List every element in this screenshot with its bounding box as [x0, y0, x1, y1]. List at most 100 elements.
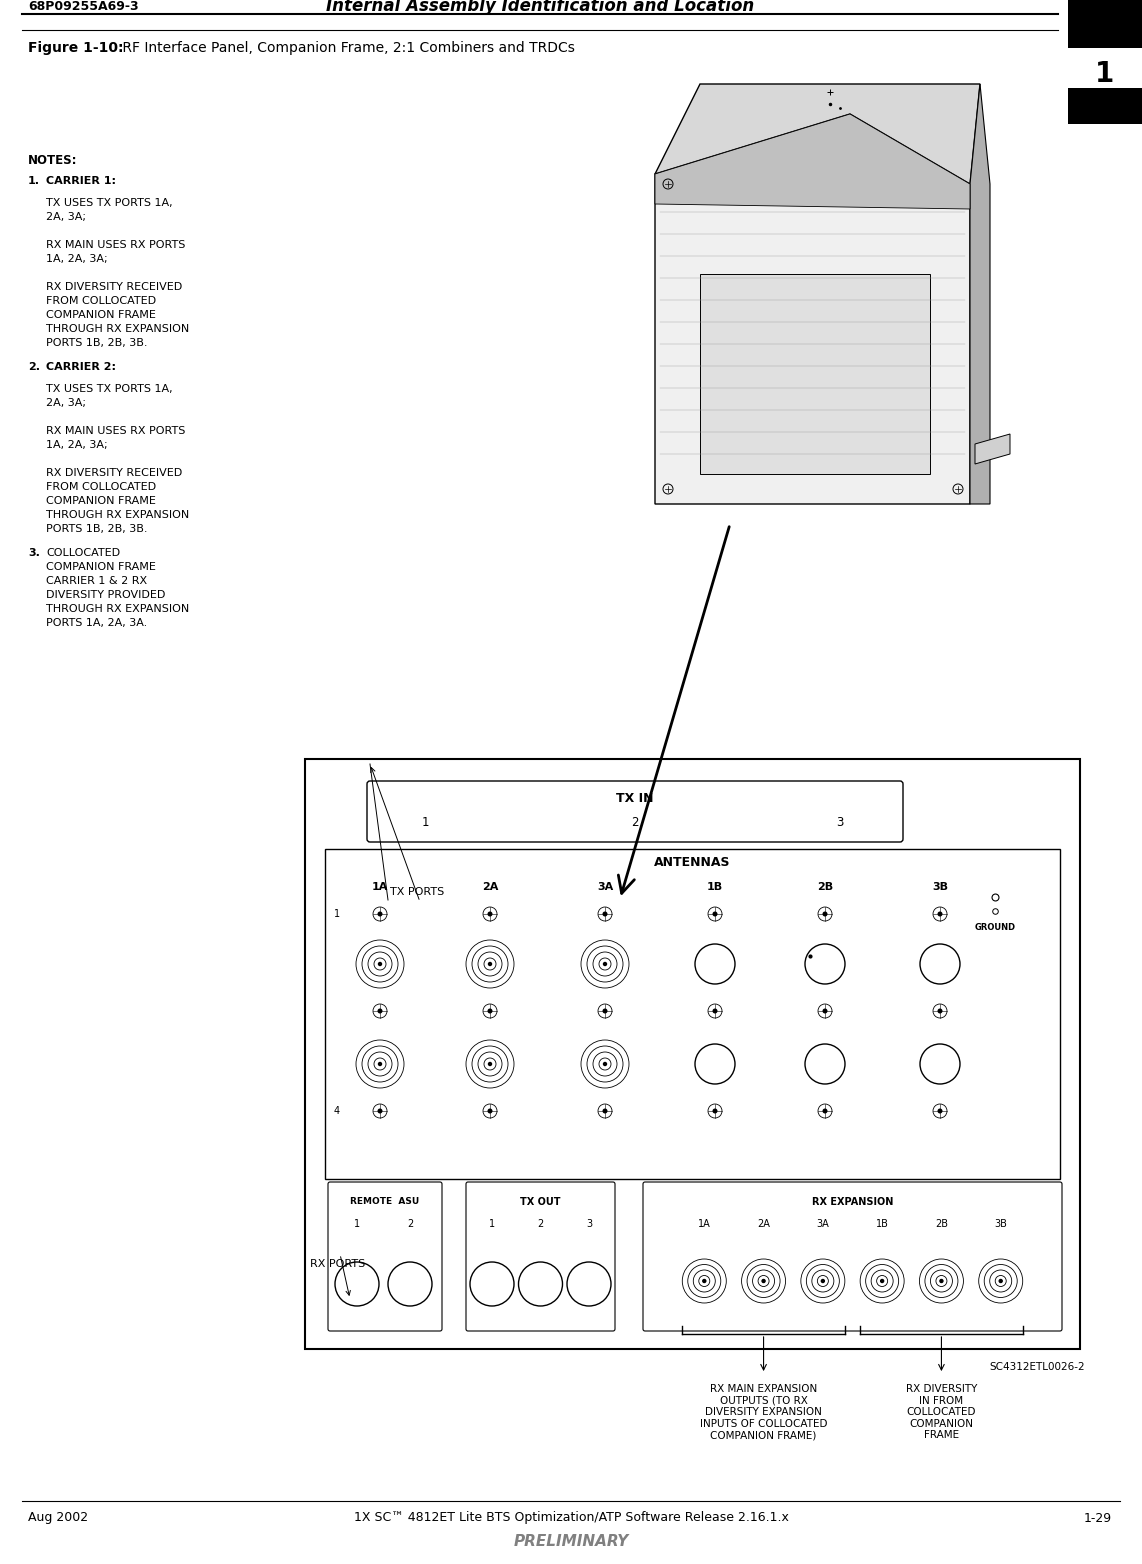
Circle shape	[489, 1062, 491, 1065]
Circle shape	[939, 1109, 942, 1114]
Text: Figure 1-10:: Figure 1-10:	[29, 41, 123, 55]
Circle shape	[940, 1279, 943, 1282]
Circle shape	[939, 1009, 942, 1013]
Text: THROUGH RX EXPANSION: THROUGH RX EXPANSION	[46, 510, 190, 519]
Text: TX PORTS: TX PORTS	[391, 887, 444, 898]
Circle shape	[823, 1109, 827, 1114]
Text: 1A, 2A, 3A;: 1A, 2A, 3A;	[46, 253, 107, 264]
Text: 1-29: 1-29	[1084, 1511, 1112, 1525]
Bar	[1068, 88, 1142, 124]
Bar	[305, 759, 1080, 1350]
Polygon shape	[656, 114, 970, 210]
Text: 1.: 1.	[29, 177, 40, 186]
Text: Aug 2002: Aug 2002	[29, 1511, 88, 1525]
Text: RX MAIN USES RX PORTS: RX MAIN USES RX PORTS	[46, 425, 185, 436]
Circle shape	[378, 1109, 381, 1114]
Text: 2: 2	[632, 815, 638, 829]
Text: 1: 1	[489, 1218, 496, 1229]
Text: TX USES TX PORTS 1A,: TX USES TX PORTS 1A,	[46, 199, 172, 208]
Circle shape	[999, 1279, 1003, 1282]
Circle shape	[378, 1009, 381, 1013]
Text: 3A: 3A	[597, 882, 613, 891]
Text: 1: 1	[333, 909, 340, 920]
Circle shape	[714, 1109, 717, 1114]
Text: 3: 3	[586, 1218, 592, 1229]
Text: COMPANION FRAME: COMPANION FRAME	[46, 496, 155, 507]
Text: 2A, 3A;: 2A, 3A;	[46, 213, 86, 222]
Text: 3B: 3B	[995, 1218, 1007, 1229]
Text: 3B: 3B	[932, 882, 948, 891]
FancyBboxPatch shape	[643, 1182, 1062, 1331]
Circle shape	[378, 912, 381, 917]
Text: THROUGH RX EXPANSION: THROUGH RX EXPANSION	[46, 604, 190, 615]
Text: 3A: 3A	[817, 1218, 829, 1229]
Text: RX MAIN USES RX PORTS: RX MAIN USES RX PORTS	[46, 239, 185, 250]
FancyBboxPatch shape	[962, 918, 1029, 938]
Text: FROM COLLOCATED: FROM COLLOCATED	[46, 296, 156, 307]
Text: 2: 2	[407, 1218, 413, 1229]
Text: 1A: 1A	[698, 1218, 710, 1229]
Circle shape	[603, 1009, 606, 1013]
Text: REMOTE  ASU: REMOTE ASU	[351, 1198, 419, 1206]
Text: 2A: 2A	[757, 1218, 770, 1229]
Circle shape	[702, 1279, 706, 1282]
Circle shape	[823, 912, 827, 917]
Polygon shape	[656, 114, 970, 504]
Text: TX USES TX PORTS 1A,: TX USES TX PORTS 1A,	[46, 385, 172, 394]
Text: TX IN: TX IN	[617, 793, 653, 805]
Text: PORTS 1B, 2B, 3B.: PORTS 1B, 2B, 3B.	[46, 338, 147, 349]
Text: RF Interface Panel, Companion Frame, 2:1 Combiners and TRDCs: RF Interface Panel, Companion Frame, 2:1…	[118, 41, 574, 55]
Circle shape	[603, 1109, 606, 1114]
Polygon shape	[975, 433, 1010, 465]
Text: CARRIER 2:: CARRIER 2:	[46, 361, 116, 372]
Circle shape	[823, 1009, 827, 1013]
Text: PORTS 1B, 2B, 3B.: PORTS 1B, 2B, 3B.	[46, 524, 147, 533]
Text: 1X SC™ 4812ET Lite BTS Optimization/ATP Software Release 2.16.1.x: 1X SC™ 4812ET Lite BTS Optimization/ATP …	[354, 1511, 788, 1525]
FancyBboxPatch shape	[466, 1182, 616, 1331]
Circle shape	[821, 1279, 825, 1282]
Text: RX DIVERSITY RECEIVED: RX DIVERSITY RECEIVED	[46, 282, 183, 292]
FancyBboxPatch shape	[328, 1182, 442, 1331]
Text: 2A: 2A	[482, 882, 498, 891]
Circle shape	[762, 1279, 765, 1282]
Text: 68P09255A69-3: 68P09255A69-3	[29, 0, 138, 13]
Text: ANTENNAS: ANTENNAS	[654, 857, 731, 870]
Text: COLLOCATED: COLLOCATED	[46, 547, 120, 558]
Text: COMPANION FRAME: COMPANION FRAME	[46, 561, 155, 572]
Text: 2B: 2B	[817, 882, 833, 891]
Text: Internal Assembly Identification and Location: Internal Assembly Identification and Loc…	[325, 0, 754, 16]
Text: 3.: 3.	[29, 547, 40, 558]
Text: 1: 1	[354, 1218, 360, 1229]
Polygon shape	[970, 84, 990, 504]
FancyBboxPatch shape	[367, 780, 903, 841]
Circle shape	[714, 912, 717, 917]
Text: 1: 1	[421, 815, 428, 829]
Text: NOTES:: NOTES:	[29, 153, 78, 167]
Text: 1A: 1A	[372, 882, 388, 891]
Text: TX OUT: TX OUT	[521, 1196, 561, 1207]
Circle shape	[603, 1062, 606, 1065]
Circle shape	[488, 912, 492, 917]
Text: 1A, 2A, 3A;: 1A, 2A, 3A;	[46, 439, 107, 450]
Circle shape	[489, 962, 491, 965]
Text: GROUND: GROUND	[974, 923, 1015, 932]
Circle shape	[378, 962, 381, 965]
Bar	[325, 849, 1060, 1179]
Polygon shape	[656, 84, 980, 185]
Circle shape	[488, 1109, 492, 1114]
Text: 3: 3	[836, 815, 844, 829]
Circle shape	[603, 912, 606, 917]
Text: PORTS 1A, 2A, 3A.: PORTS 1A, 2A, 3A.	[46, 618, 147, 629]
Polygon shape	[700, 274, 930, 474]
Text: THROUGH RX EXPANSION: THROUGH RX EXPANSION	[46, 324, 190, 335]
Circle shape	[603, 962, 606, 965]
Circle shape	[939, 912, 942, 917]
Bar	[1068, 0, 1142, 48]
Text: RX DIVERSITY
IN FROM
COLLOCATED
COMPANION
FRAME: RX DIVERSITY IN FROM COLLOCATED COMPANIO…	[906, 1384, 978, 1440]
Text: 1: 1	[1095, 59, 1115, 88]
Text: 2A, 3A;: 2A, 3A;	[46, 397, 86, 408]
Text: CARRIER 1:: CARRIER 1:	[46, 177, 116, 186]
Circle shape	[378, 1062, 381, 1065]
Text: 2: 2	[538, 1218, 544, 1229]
Text: SC4312ETL0026-2: SC4312ETL0026-2	[989, 1362, 1085, 1372]
